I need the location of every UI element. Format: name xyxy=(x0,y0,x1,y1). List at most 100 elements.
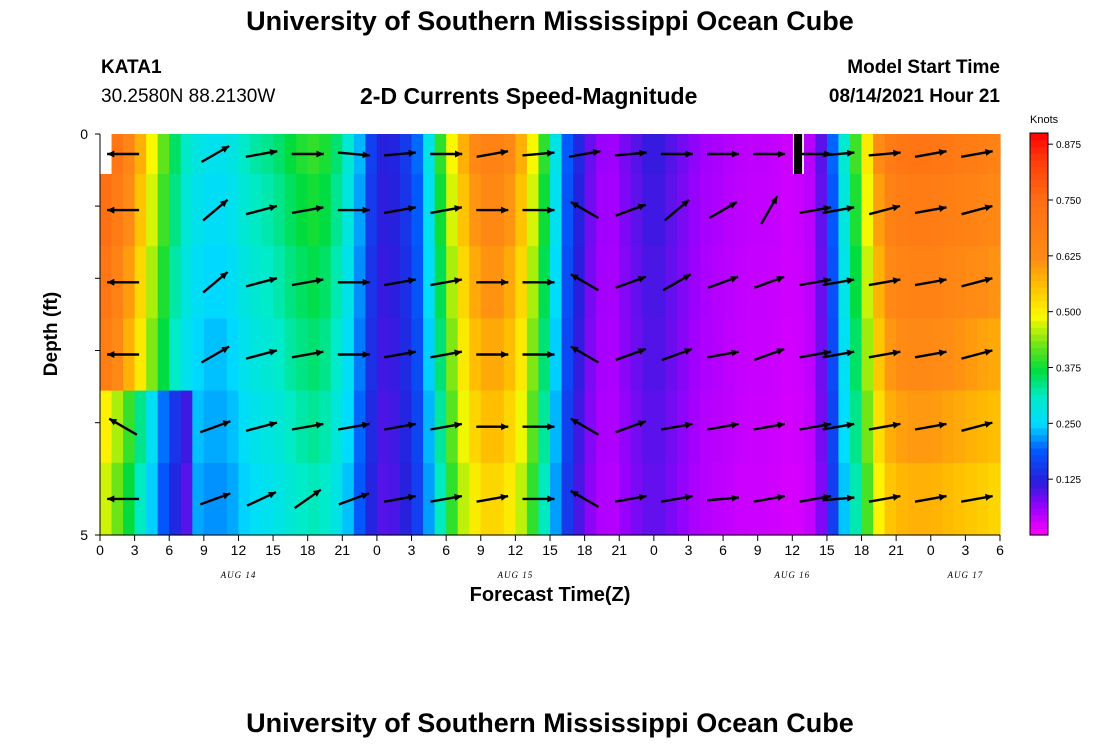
current-vector xyxy=(522,495,555,503)
vector-head xyxy=(777,493,785,501)
colorbar-segment xyxy=(1030,179,1048,188)
heatmap-cell xyxy=(976,246,990,319)
heatmap-cell xyxy=(573,318,586,392)
x-tick-label: 0 xyxy=(650,542,658,558)
vector-head xyxy=(682,274,691,281)
heatmap-cell xyxy=(780,246,793,319)
heatmap-cell xyxy=(169,246,182,319)
heatmap-cell xyxy=(192,462,205,536)
heatmap-cell xyxy=(988,462,1001,536)
vector-head xyxy=(315,277,324,285)
heatmap-cell xyxy=(284,462,297,536)
heatmap-cell xyxy=(180,246,193,319)
vector-head xyxy=(454,421,462,429)
heatmap-cell xyxy=(353,390,366,464)
heatmap-cell xyxy=(792,246,805,319)
current-vector xyxy=(570,345,600,364)
current-vector xyxy=(245,276,278,288)
vector-head xyxy=(408,277,416,285)
heatmap-cell xyxy=(330,134,343,175)
colorbar-tick-label: 0.500 xyxy=(1056,308,1081,319)
current-vector xyxy=(107,150,140,158)
heatmap-cell xyxy=(157,462,170,536)
heatmap-cell xyxy=(734,134,747,175)
heatmap-cell xyxy=(469,246,482,319)
vector-head xyxy=(408,349,416,357)
vector-head xyxy=(637,420,646,427)
heatmap-cell xyxy=(100,246,113,319)
vector-head xyxy=(846,205,855,212)
vector-head xyxy=(362,151,370,159)
heatmap-cell xyxy=(238,462,251,536)
vector-head xyxy=(501,206,509,214)
heatmap-cell xyxy=(642,134,655,175)
heatmap-cell xyxy=(330,390,343,464)
heatmap-cell xyxy=(711,174,724,247)
colorbar-frame xyxy=(1029,132,1049,536)
footer-title: University of Southern Mississippi Ocean… xyxy=(246,708,854,738)
heatmap-cell xyxy=(746,318,759,392)
vector-head xyxy=(269,276,277,284)
current-vector xyxy=(706,494,740,502)
x-tick-label: 3 xyxy=(685,542,693,558)
heatmap-cell xyxy=(792,462,805,536)
current-vector xyxy=(961,421,993,432)
vector-head xyxy=(109,418,118,426)
colorbar: 0.125 0.250 0.375 0.500 0.625 0.750 0.875 xyxy=(1029,132,1081,536)
colorbar-segment xyxy=(1030,146,1048,154)
current-vector xyxy=(753,421,786,431)
heatmap-cell xyxy=(700,134,713,175)
heatmap-cell xyxy=(319,390,332,464)
heatmap-cell xyxy=(942,318,955,392)
heatmap-cell xyxy=(653,462,666,536)
vector-head xyxy=(823,205,832,212)
heatmap-cell xyxy=(757,318,770,392)
heatmap-cell xyxy=(907,390,920,464)
heatmap-cell xyxy=(942,134,955,175)
current-vector xyxy=(383,349,417,359)
heatmap-cell xyxy=(134,174,147,247)
current-vector xyxy=(868,493,901,503)
current-vector xyxy=(291,277,324,287)
colorbar-segment xyxy=(1030,528,1048,536)
current-vector xyxy=(202,198,229,222)
current-vector xyxy=(960,149,993,158)
heatmap-cell xyxy=(780,134,793,175)
heatmap-cell xyxy=(988,134,1001,175)
colorbar-segment xyxy=(1030,226,1048,235)
current-vector xyxy=(383,277,417,287)
heatmap-cell xyxy=(134,462,147,536)
heatmap-cell xyxy=(423,246,436,319)
heatmap-cell xyxy=(446,246,459,319)
heatmap-cell xyxy=(284,134,297,175)
colorbar-segment xyxy=(1030,360,1048,369)
vector-head xyxy=(501,278,509,286)
x-tick-label: 3 xyxy=(131,542,139,558)
current-vector xyxy=(200,144,230,164)
heatmap-cell xyxy=(850,390,863,464)
heatmap-cell xyxy=(861,462,874,536)
x-tick-label: 21 xyxy=(611,542,627,558)
heatmap-cell xyxy=(238,246,251,319)
heatmap-cell xyxy=(769,246,782,319)
x-tick-label: 12 xyxy=(231,542,247,558)
heatmap-cell xyxy=(515,390,528,464)
current-vector xyxy=(799,421,832,431)
vector-head xyxy=(221,346,230,354)
heatmap-cell xyxy=(584,390,597,464)
heatmap-cell xyxy=(157,318,170,392)
vector-head xyxy=(770,196,778,205)
heatmap-cell xyxy=(169,174,182,247)
current-vector xyxy=(337,351,370,358)
heatmap-cell xyxy=(319,134,332,175)
heatmap-cell xyxy=(203,246,216,319)
heatmap-cell xyxy=(203,134,216,175)
heatmap-cell xyxy=(884,246,897,319)
heatmap-cell xyxy=(896,174,909,247)
station-id: KATA1 xyxy=(101,57,162,78)
heatmap-cell xyxy=(203,462,216,536)
current-vector xyxy=(383,205,417,215)
heatmap-cell xyxy=(988,174,1001,247)
heatmap-cell xyxy=(688,174,701,247)
vector-head xyxy=(570,346,579,354)
